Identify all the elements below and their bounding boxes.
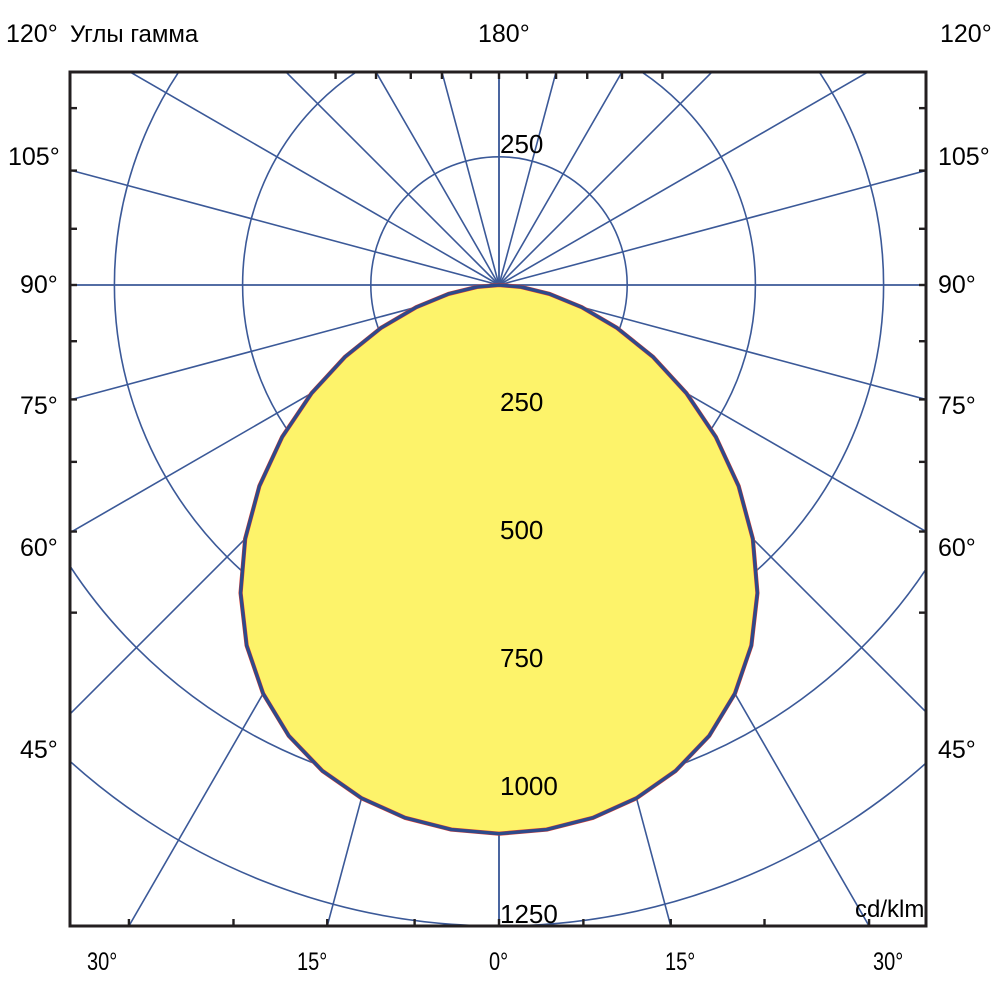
axis-label-left-90: 90° <box>20 271 58 299</box>
axis-label-left-60: 60° <box>20 534 58 562</box>
radial-tick-250-upper: 250 <box>500 129 544 159</box>
axis-label-bottom-30-left: 30° <box>87 948 118 976</box>
axis-label-top-center-180: 180° <box>478 20 530 48</box>
page-title: Углы гамма <box>70 21 199 48</box>
radial-tick-250: 250 <box>500 387 544 417</box>
axis-label-top-left-120: 120° <box>6 20 58 48</box>
axis-label-left-45: 45° <box>20 736 58 764</box>
axis-label-bottom-15-left: 15° <box>297 948 328 976</box>
axis-label-right-105: 105° <box>938 143 990 171</box>
radial-tick-1250: 1250 <box>500 899 558 929</box>
axis-label-left-105: 105° <box>8 143 60 171</box>
axis-ticks <box>70 72 926 926</box>
axis-label-right-60: 60° <box>938 534 976 562</box>
radial-tick-500: 500 <box>500 515 544 545</box>
axis-label-bottom-15-right: 15° <box>665 948 696 976</box>
axis-label-bottom-30-right: 30° <box>873 948 904 976</box>
axis-label-right-90: 90° <box>938 271 976 299</box>
luminous-intensity-curve <box>238 282 760 836</box>
radial-tick-1000: 1000 <box>500 771 558 801</box>
axis-label-top-right-120: 120° <box>940 20 992 48</box>
axis-label-right-75: 75° <box>938 392 976 420</box>
unit-label: cd/klm <box>855 896 925 923</box>
axis-label-left-75: 75° <box>20 392 58 420</box>
axis-label-right-45: 45° <box>938 736 976 764</box>
axis-label-bottom-0: 0° <box>489 948 509 976</box>
radial-tick-750: 750 <box>500 643 544 673</box>
